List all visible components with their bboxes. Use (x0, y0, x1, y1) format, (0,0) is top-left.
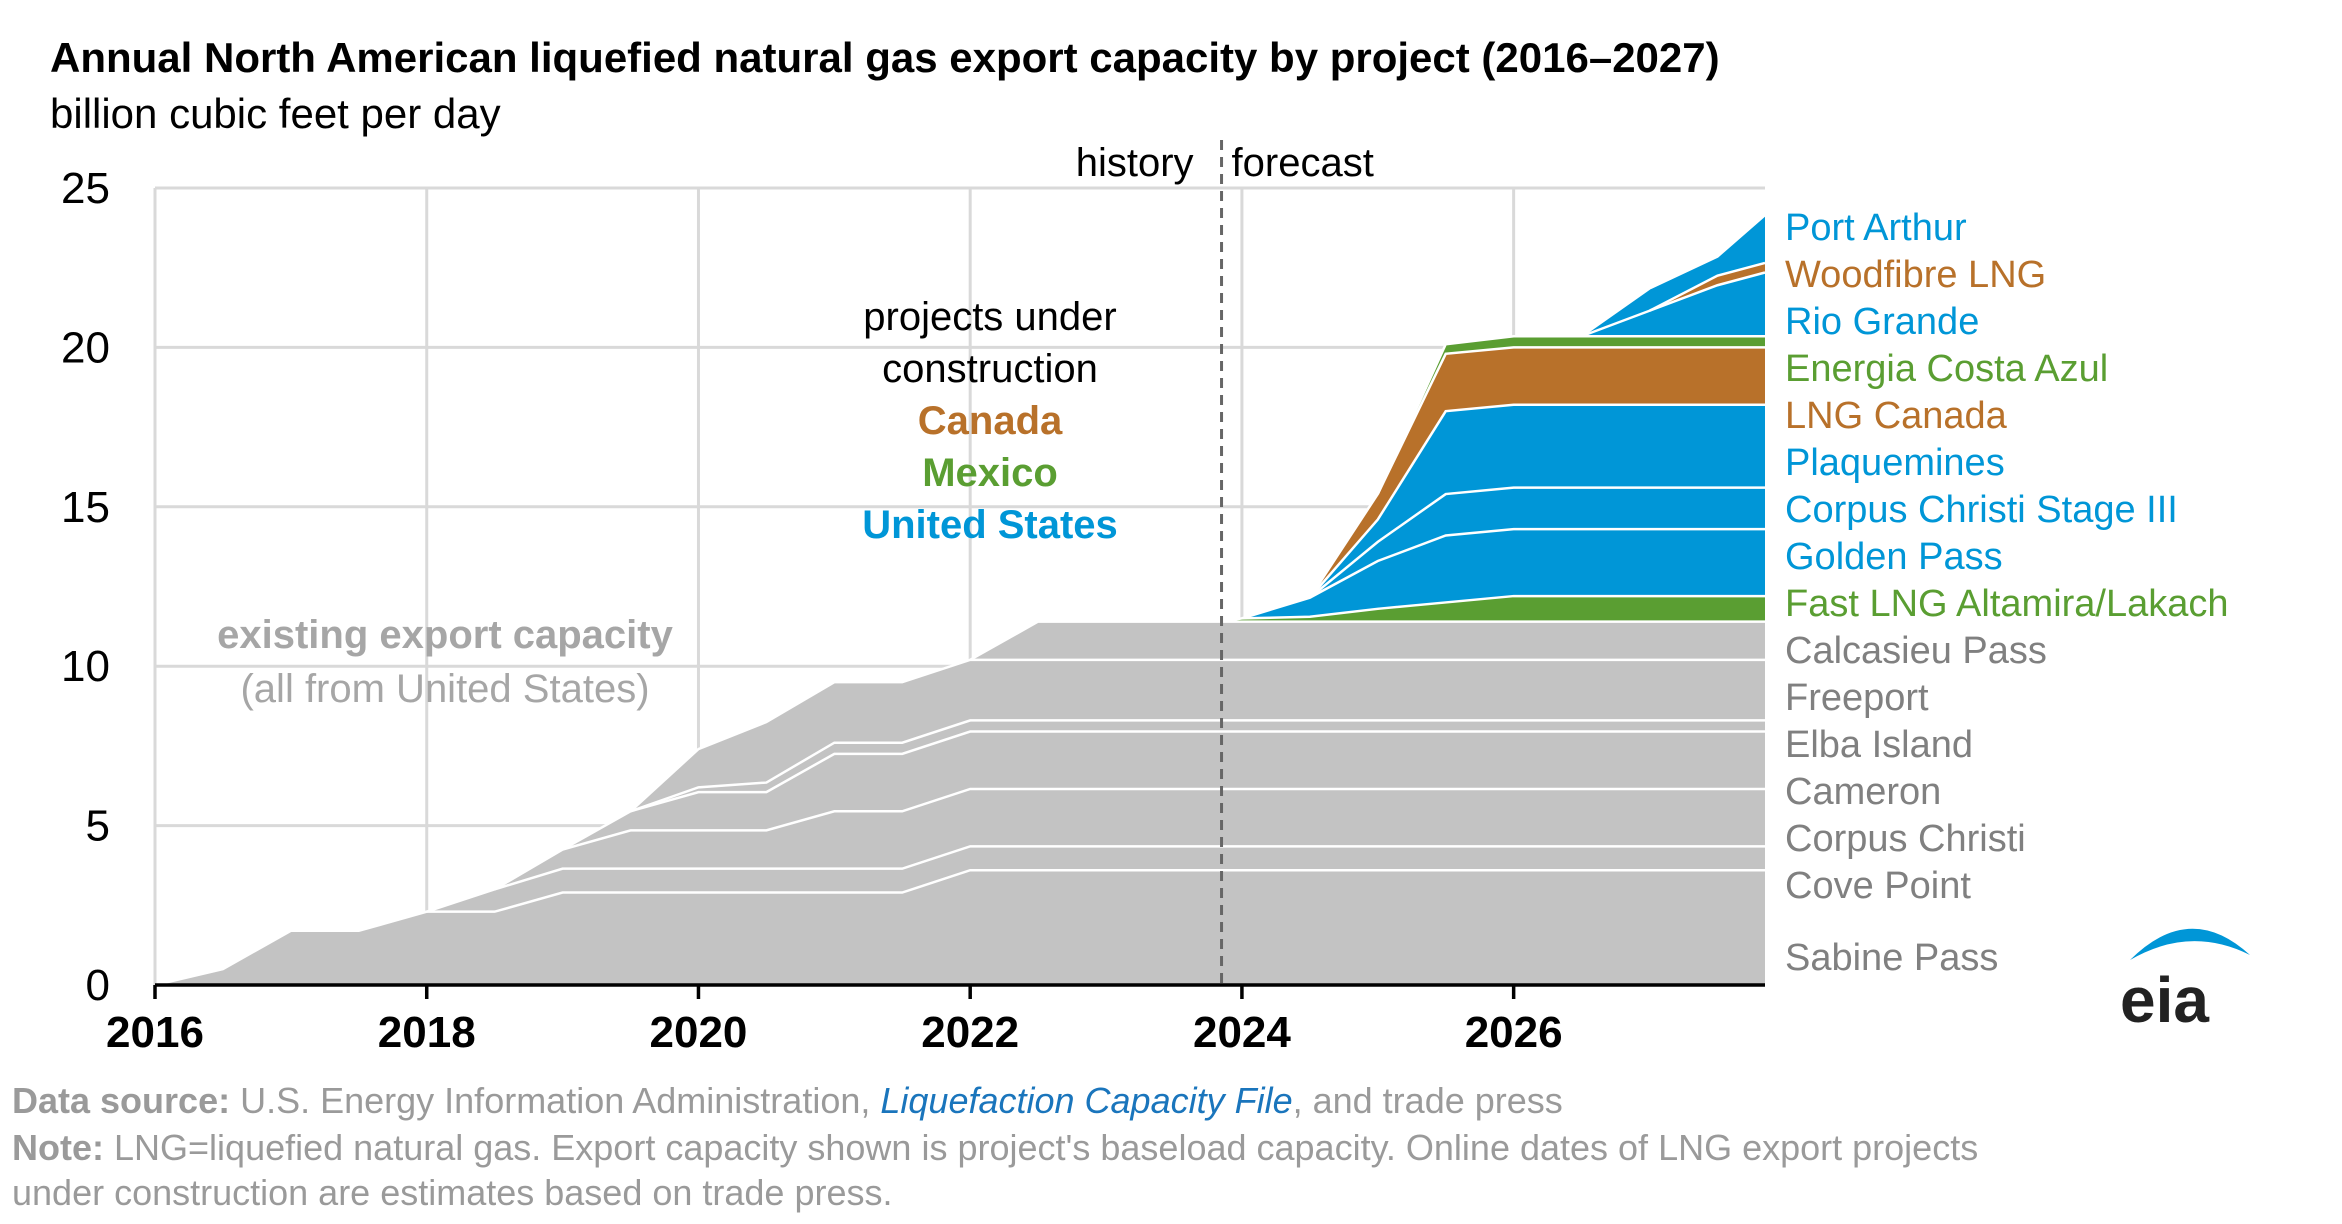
footer-note: Note: LNG=liquefied natural gas. Export … (12, 1127, 1978, 1168)
x-tick-label: 2016 (106, 1008, 204, 1057)
footer-note-line-2: under construction are estimates based o… (12, 1172, 893, 1213)
y-axis-ticks: 0 5 10 15 20 25 (61, 164, 110, 1010)
area-freeport (155, 659, 1765, 985)
eia-logo-swoosh-icon (2130, 928, 2250, 960)
annotation-existing-1: existing export capacity (217, 613, 673, 657)
separator-golden-pass (1241, 527, 1765, 620)
separator-cameron (561, 730, 1765, 851)
label-freeport: Freeport (1785, 677, 1929, 719)
separator-rio-grande (1581, 271, 1766, 338)
y-tick-label: 20 (61, 323, 110, 372)
footer-source-link[interactable]: Liquefaction Capacity File (880, 1080, 1292, 1121)
footer-source-text-2: , and trade press (1293, 1080, 1563, 1121)
annotation-under-construction-1: projects under (863, 295, 1116, 339)
separator-cove-point (426, 845, 1765, 913)
label-corpus-christi-stage-iii: Corpus Christi Stage III (1785, 489, 2178, 531)
annotation-group: projects under construction Canada Mexic… (217, 295, 1118, 711)
footer-note-bold: Note: (12, 1127, 104, 1168)
y-tick-label: 15 (61, 483, 110, 532)
label-sabine-pass: Sabine Pass (1785, 937, 1998, 979)
annotation-mexico: Mexico (922, 451, 1058, 495)
footer-source-text-1: U.S. Energy Information Administration, (230, 1080, 880, 1121)
separator-corpus-christi (494, 787, 1765, 891)
x-tick-label: 2020 (650, 1008, 748, 1057)
annotation-canada: Canada (918, 399, 1063, 443)
label-elba-island: Elba Island (1785, 724, 1973, 766)
label-fast-lng-altamira-lakach: Fast LNG Altamira/Lakach (1785, 583, 2229, 625)
label-calcasieu-pass: Calcasieu Pass (1785, 630, 2047, 672)
area-golden-pass (155, 529, 1765, 985)
history-label: history (1076, 141, 1194, 185)
eia-logo: eia (2120, 928, 2250, 1036)
footer: Data source: U.S. Energy Information Adm… (12, 1080, 1978, 1213)
label-golden-pass: Golden Pass (1785, 536, 2003, 578)
x-tick-label: 2022 (921, 1008, 1019, 1057)
separator-sabine-pass (154, 868, 1765, 987)
forecast-label: forecast (1232, 141, 1374, 185)
y-tick-label: 0 (86, 961, 110, 1010)
label-lng-canada: LNG Canada (1785, 395, 2008, 437)
eia-logo-text: eia (2120, 964, 2209, 1036)
stacked-areas (155, 215, 1765, 986)
separator-plaquemines (1308, 403, 1765, 599)
y-tick-label: 25 (61, 164, 110, 213)
footer-note-text-1: LNG=liquefied natural gas. Export capaci… (104, 1127, 1978, 1168)
separator-port-arthur (1580, 214, 1766, 338)
footer-source: Data source: U.S. Energy Information Adm… (12, 1080, 1563, 1121)
chart-subtitle: billion cubic feet per day (50, 90, 501, 137)
series-labels: Port Arthur Woodfibre LNG Rio Grande Energi… (1785, 207, 2229, 979)
area-cove-point (155, 846, 1765, 985)
area-plaquemines (155, 404, 1765, 985)
label-energia-costa-azul: Energia Costa Azul (1785, 348, 2108, 390)
label-woodfibre-lng: Woodfibre LNG (1785, 254, 2046, 296)
area-calcasieu-pass (155, 621, 1765, 985)
x-axis-ticks: 2016 2018 2020 2022 2024 2026 (106, 985, 1563, 1057)
separator-corpus-christi-stage-iii (1309, 486, 1765, 599)
area-cameron (155, 731, 1765, 985)
x-tick-label: 2024 (1193, 1008, 1291, 1057)
separator-calcasieu-pass (969, 620, 1765, 661)
x-tick-label: 2018 (378, 1008, 476, 1057)
series-separators (154, 214, 1766, 987)
label-port-arthur: Port Arthur (1785, 207, 1967, 249)
y-tick-label: 10 (61, 642, 110, 691)
footer-source-bold: Data source: (12, 1080, 230, 1121)
separator-woodfibre-lng (1648, 261, 1766, 312)
label-corpus-christi: Corpus Christi (1785, 818, 2026, 860)
label-rio-grande: Rio Grande (1785, 301, 1979, 343)
area-sabine-pass (155, 870, 1765, 985)
annotation-existing-2: (all from United States) (240, 667, 649, 711)
area-corpus-christi (155, 788, 1765, 985)
label-cameron: Cameron (1785, 771, 1941, 813)
separator-fast-lng-altamira-lakach (1221, 594, 1765, 623)
y-tick-label: 5 (86, 802, 110, 851)
annotation-under-construction-2: construction (882, 347, 1098, 391)
x-tick-label: 2026 (1465, 1008, 1563, 1057)
chart-title: Annual North American liquefied natural … (50, 34, 1720, 81)
label-plaquemines: Plaquemines (1785, 442, 2005, 484)
annotation-united-states: United States (862, 503, 1118, 547)
label-cove-point: Cove Point (1785, 865, 1971, 907)
